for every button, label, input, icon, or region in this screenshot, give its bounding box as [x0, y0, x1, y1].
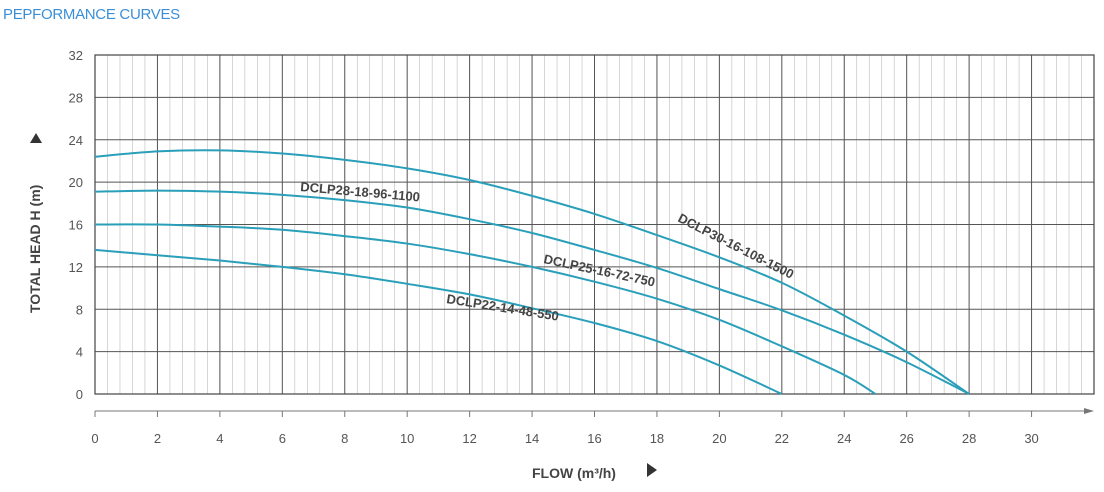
- y-tick-label: 0: [76, 387, 83, 402]
- y-axis-arrow-icon: [30, 133, 42, 143]
- x-tick-label: 30: [1024, 431, 1038, 446]
- x-tick-label: 14: [525, 431, 539, 446]
- x-tick-label: 18: [650, 431, 664, 446]
- series-line-dclp30-16-108-1500: [94, 149, 970, 395]
- y-tick-label: 24: [69, 133, 83, 148]
- series-line-dclp28-18-96-1100: [94, 189, 970, 395]
- x-tick-label: 6: [279, 431, 286, 446]
- page-title: PEPFORMANCE CURVES: [3, 6, 180, 23]
- x-tick-label: 12: [462, 431, 476, 446]
- x-tick-label: 24: [837, 431, 851, 446]
- y-axis-label: TOTAL HEAD H (m): [27, 185, 43, 313]
- x-tick-label: 2: [154, 431, 161, 446]
- x-tick-label: 8: [341, 431, 348, 446]
- x-tick-label: 28: [962, 431, 976, 446]
- y-tick-label: 16: [69, 218, 83, 233]
- series-label: DCLP30-16-108-1500: [676, 210, 797, 281]
- x-axis-arrowhead: [1084, 408, 1094, 414]
- y-tick-label: 32: [69, 48, 83, 63]
- series-label: DCLP28-18-96-1100: [300, 179, 421, 204]
- x-tick-label: 4: [216, 431, 223, 446]
- x-axis-label: FLOW (m³/h): [532, 465, 616, 481]
- y-tick-label: 4: [76, 345, 83, 360]
- x-tick-label: 26: [899, 431, 913, 446]
- x-tick-label: 22: [775, 431, 789, 446]
- series-line-dclp22-14-48-550: [94, 248, 783, 395]
- y-tick-label: 8: [76, 302, 83, 317]
- x-tick-label: 10: [400, 431, 414, 446]
- curves: [94, 149, 970, 395]
- y-tick-label: 20: [69, 175, 83, 190]
- x-tick-label: 16: [587, 431, 601, 446]
- x-tick-label: 20: [712, 431, 726, 446]
- series-label: DCLP22-14-48-550: [446, 291, 560, 324]
- y-tick-label: 12: [69, 260, 83, 275]
- x-tick-label: 0: [91, 431, 98, 446]
- x-axis-arrow-icon: [647, 463, 657, 477]
- y-tick-label: 28: [69, 90, 83, 105]
- series-line-dclp25-16-72-750: [94, 223, 876, 395]
- grid: [94, 54, 1095, 395]
